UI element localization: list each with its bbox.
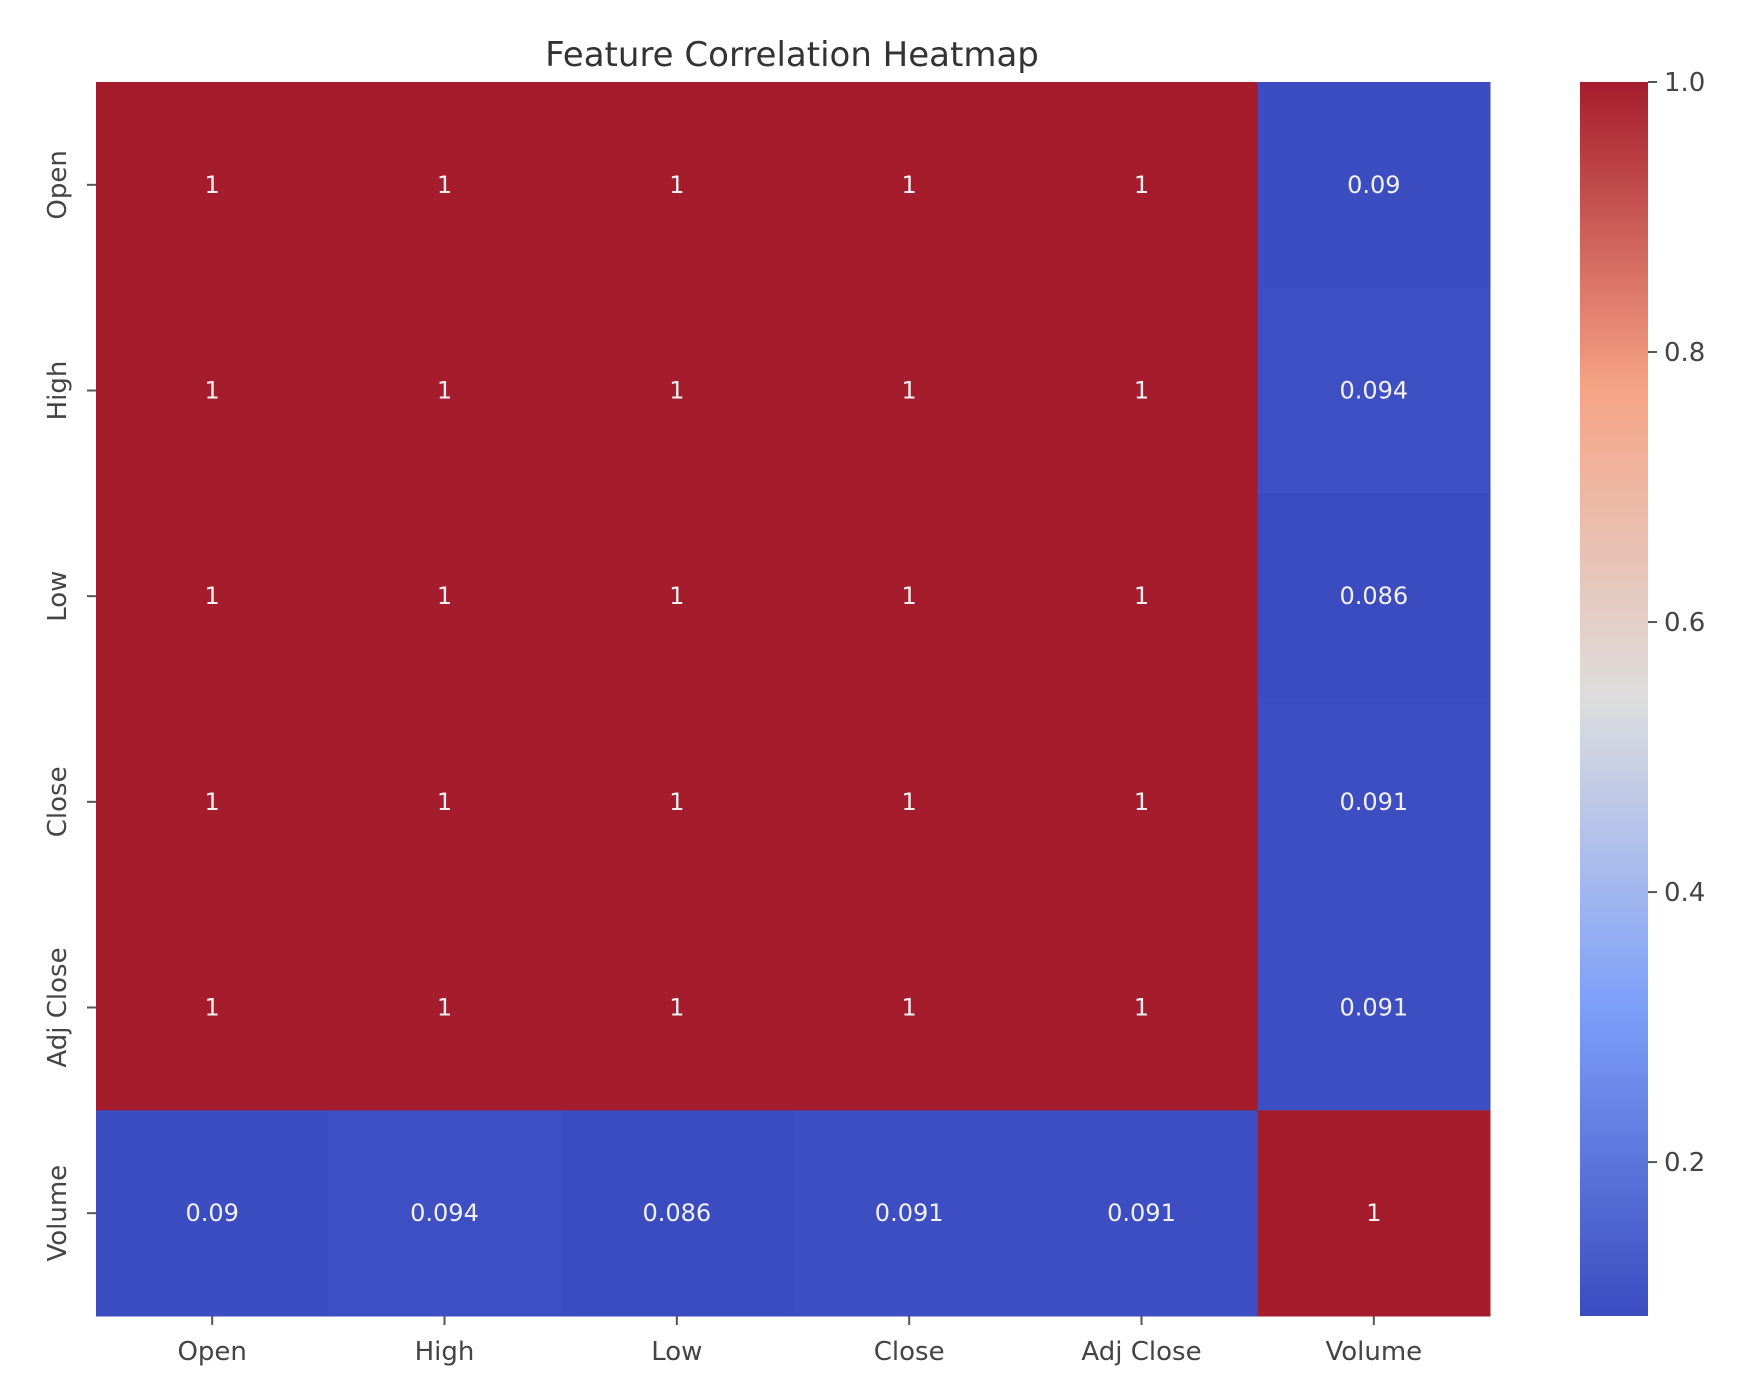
cell-annotation-4-1: 1 (437, 994, 452, 1022)
heatmap-cell-0-0 (96, 82, 329, 289)
y-tick-label: Close (43, 766, 73, 837)
heatmap-cell-4-2 (560, 904, 794, 1111)
y-tick-label: Volume (43, 1165, 73, 1262)
x-tick-label: High (415, 1337, 475, 1367)
heatmap-cell-2-3 (793, 493, 1026, 700)
cell-annotation-0-5: 0.09 (1347, 171, 1400, 199)
x-axis-ticks: Open High Low Close Adj Close Volume (177, 1316, 1422, 1367)
heatmap-cell-2-4 (1025, 493, 1259, 700)
heatmap-cell-1-5 (1257, 287, 1491, 494)
colorbar-tick-label: 0.6 (1664, 608, 1705, 638)
y-tick-label: High (43, 361, 73, 421)
x-tick-label: Open (177, 1337, 246, 1367)
heatmap-cell-3-1 (328, 699, 562, 906)
cell-annotation-0-4: 1 (1134, 171, 1149, 199)
cell-annotation-1-3: 1 (902, 377, 917, 405)
cell-annotation-2-3: 1 (902, 582, 917, 610)
heatmap-cell-4-5 (1257, 904, 1491, 1111)
cell-annotation-5-5: 1 (1366, 1199, 1381, 1227)
heatmap-cell-2-0 (96, 493, 329, 700)
cell-annotation-3-5: 0.091 (1339, 788, 1408, 816)
cell-annotation-2-4: 1 (1134, 582, 1149, 610)
heatmap-cell-3-4 (1025, 699, 1259, 906)
x-tick-label: Close (874, 1337, 945, 1367)
cell-annotation-4-0: 1 (205, 994, 220, 1022)
cell-annotation-3-2: 1 (669, 788, 684, 816)
heatmap-cell-2-1 (328, 493, 562, 700)
heatmap-cell-1-1 (328, 287, 562, 494)
cell-annotation-2-1: 1 (437, 582, 452, 610)
heatmap-cell-4-4 (1025, 904, 1259, 1111)
heatmap-cells (96, 82, 1491, 1317)
cell-annotation-4-2: 1 (669, 994, 684, 1022)
cell-annotation-5-4: 0.091 (1107, 1199, 1176, 1227)
heatmap-cell-1-0 (96, 287, 329, 494)
x-tick-label: Volume (1325, 1337, 1422, 1367)
cell-annotation-1-2: 1 (669, 377, 684, 405)
cell-annotation-4-3: 1 (902, 994, 917, 1022)
cell-annotation-3-0: 1 (205, 788, 220, 816)
cell-annotation-1-1: 1 (437, 377, 452, 405)
heatmap-cell-5-0 (96, 1110, 329, 1317)
colorbar-gradient (1580, 82, 1648, 1316)
cell-annotation-0-0: 1 (205, 171, 220, 199)
cell-annotation-4-5: 0.091 (1339, 994, 1408, 1022)
heatmap-cell-3-2 (560, 699, 794, 906)
cell-annotation-5-3: 0.091 (875, 1199, 944, 1227)
y-tick-label: Open (43, 150, 73, 219)
y-axis-ticks: Open High Low Close Adj Close Volume (43, 150, 96, 1262)
cell-annotation-2-5: 0.086 (1339, 582, 1408, 610)
heatmap-cell-1-2 (560, 287, 794, 494)
cell-annotation-4-4: 1 (1134, 994, 1149, 1022)
cell-annotation-2-2: 1 (669, 582, 684, 610)
cell-annotation-3-3: 1 (902, 788, 917, 816)
heatmap-cell-0-2 (560, 82, 794, 289)
heatmap-cell-4-3 (793, 904, 1026, 1111)
cell-annotation-2-0: 1 (205, 582, 220, 610)
cell-annotation-0-1: 1 (437, 171, 452, 199)
y-tick-label: Adj Close (43, 947, 73, 1067)
heatmap-cell-5-4 (1025, 1110, 1259, 1317)
heatmap-cell-5-3 (793, 1110, 1026, 1317)
cell-annotation-5-1: 0.094 (410, 1199, 479, 1227)
heatmap-cell-4-1 (328, 904, 562, 1111)
cell-annotation-3-4: 1 (1134, 788, 1149, 816)
heatmap-cell-0-5 (1257, 82, 1491, 289)
colorbar-tick-label: 0.2 (1664, 1148, 1705, 1178)
heatmap-cell-1-4 (1025, 287, 1259, 494)
heatmap-cell-3-5 (1257, 699, 1491, 906)
x-tick-label: Low (651, 1337, 702, 1367)
chart-title: Feature Correlation Heatmap (545, 35, 1039, 75)
cell-annotation-0-3: 1 (902, 171, 917, 199)
colorbar-tick-label: 0.8 (1664, 338, 1705, 368)
colorbar-tick-label: 0.4 (1664, 878, 1705, 908)
heatmap-cell-1-3 (793, 287, 1026, 494)
heatmap-cell-2-2 (560, 493, 794, 700)
heatmap-cell-3-0 (96, 699, 329, 906)
heatmap-cell-2-5 (1257, 493, 1491, 700)
cell-annotation-1-4: 1 (1134, 377, 1149, 405)
heatmap-cell-5-5 (1257, 1110, 1491, 1317)
x-tick-label: Adj Close (1081, 1337, 1201, 1367)
cell-annotation-1-0: 1 (205, 377, 220, 405)
heatmap-cell-0-3 (793, 82, 1026, 289)
heatmap-cell-5-1 (328, 1110, 562, 1317)
heatmap-cell-3-3 (793, 699, 1026, 906)
heatmap-cell-4-0 (96, 904, 329, 1111)
cell-annotation-5-0: 0.09 (185, 1199, 238, 1227)
cell-annotation-5-2: 0.086 (642, 1199, 711, 1227)
heatmap-cell-0-1 (328, 82, 562, 289)
cell-annotation-3-1: 1 (437, 788, 452, 816)
colorbar: 0.2 0.4 0.6 0.8 1.0 (1580, 68, 1705, 1316)
colorbar-tick-label: 1.0 (1664, 68, 1705, 98)
y-tick-label: Low (43, 571, 73, 622)
heatmap-cell-0-4 (1025, 82, 1259, 289)
heatmap-cell-5-2 (560, 1110, 794, 1317)
cell-annotation-0-2: 1 (669, 171, 684, 199)
cell-annotation-1-5: 0.094 (1339, 377, 1408, 405)
